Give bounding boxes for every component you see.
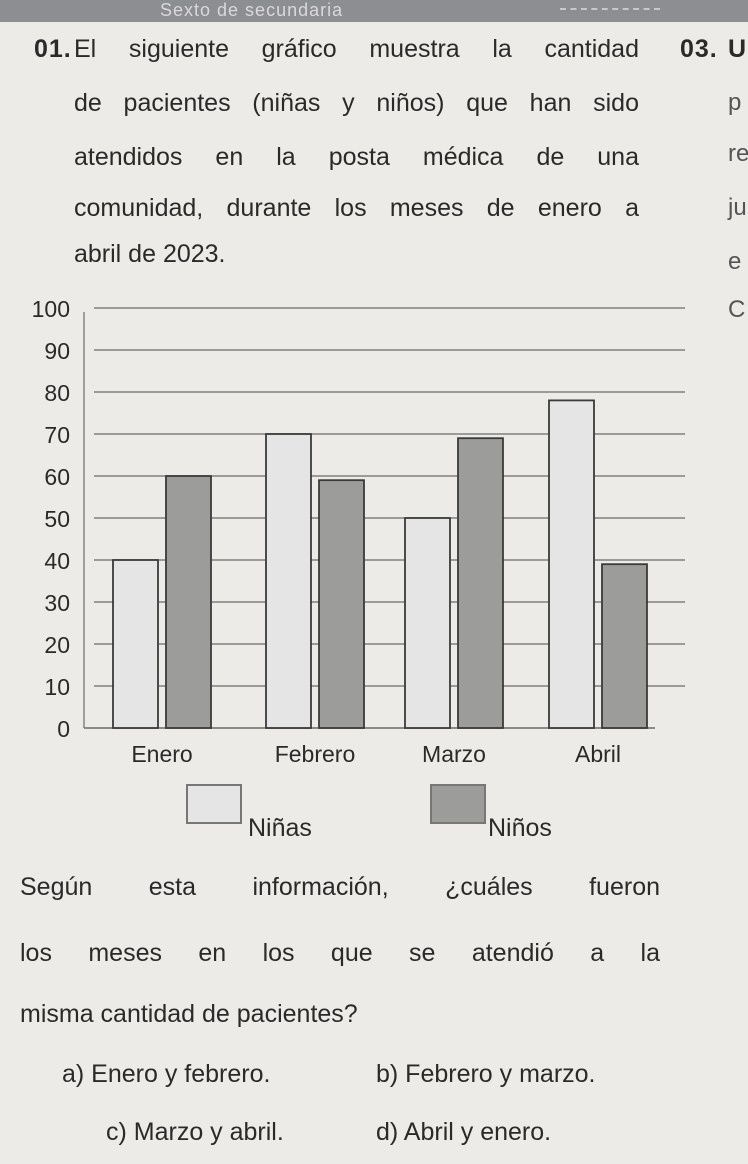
legend-swatch-ninos	[430, 784, 486, 824]
y-tick-label: 40	[44, 548, 70, 574]
header-dashed-line	[560, 8, 660, 10]
next-question-fragment: U	[728, 35, 748, 63]
bar-ninos	[318, 479, 365, 729]
y-tick-label: 10	[44, 674, 70, 700]
legend-swatch-ninas	[186, 784, 242, 824]
next-question-fragment: C	[728, 296, 746, 323]
y-tick-label: 100	[32, 296, 70, 322]
y-tick-label: 20	[44, 632, 70, 658]
y-tick-label: 0	[57, 716, 70, 742]
bar-ninas	[548, 399, 595, 729]
question-text-line: El siguiente gráfico muestra la cantidad	[74, 35, 639, 63]
question-text-line: abril de 2023.	[74, 240, 226, 268]
legend-label-ninos: Niños	[488, 814, 552, 842]
y-tick-label: 30	[44, 590, 70, 616]
y-tick-label: 50	[44, 506, 70, 532]
y-tick-label: 90	[44, 338, 70, 364]
bar-ninos	[165, 475, 212, 729]
option-d[interactable]: d) Abril y enero.	[376, 1118, 552, 1146]
bar-chart: 0 10 20 30 40 50 60 70 80 90 100 Enero Febrero Marzo A…	[32, 296, 685, 767]
question-text-line: comunidad, durante los meses de enero a	[74, 194, 639, 222]
next-question-number: 03.	[680, 35, 718, 63]
prompt-line: misma cantidad de pacientes?	[20, 1000, 358, 1028]
bar-ninas	[112, 559, 159, 729]
x-category-label: Marzo	[422, 741, 486, 767]
x-category-label: Enero	[131, 741, 192, 767]
next-question-fragment: ju	[728, 194, 747, 221]
y-tick-label: 60	[44, 464, 70, 490]
bar-ninos	[601, 563, 648, 729]
legend-label-ninas: Niñas	[248, 814, 312, 842]
y-tick-label: 70	[44, 422, 70, 448]
header-text: Sexto de secundaria	[160, 0, 344, 20]
bar-ninas	[265, 433, 312, 729]
page-header-strip: Sexto de secundaria	[0, 0, 748, 22]
next-question-fragment: p	[728, 89, 742, 116]
x-category-label: Febrero	[275, 741, 356, 767]
bar-ninas	[404, 517, 451, 729]
option-b[interactable]: b) Febrero y marzo.	[376, 1060, 596, 1088]
bar-ninos	[457, 437, 504, 729]
question-text-line: de pacientes (niñas y niños) que han sid…	[74, 89, 639, 117]
next-question-fragment: re	[728, 140, 748, 167]
prompt-line: Según esta información, ¿cuáles fueron	[20, 873, 660, 901]
next-question-fragment: e	[728, 248, 742, 275]
question-text-line: atendidos en la posta médica de una	[74, 143, 639, 171]
x-category-label: Abril	[575, 741, 621, 767]
y-tick-label: 80	[44, 380, 70, 406]
option-a[interactable]: a) Enero y febrero.	[62, 1060, 271, 1088]
option-c[interactable]: c) Marzo y abril.	[106, 1118, 284, 1146]
question-number: 01.	[34, 35, 72, 63]
prompt-line: los meses en los que se atendió a la	[20, 939, 660, 967]
